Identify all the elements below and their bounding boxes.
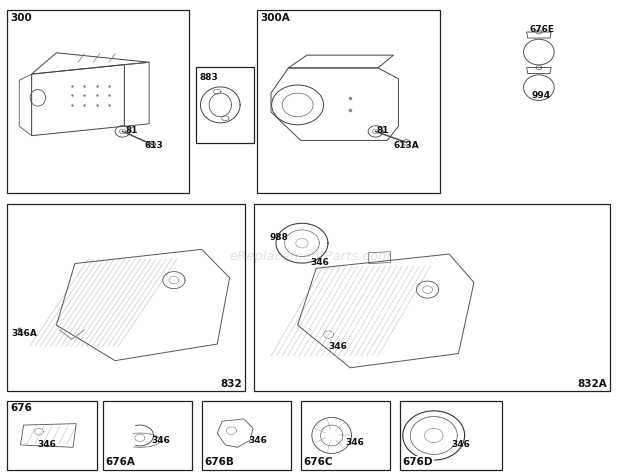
- Text: eReplacementParts.com: eReplacementParts.com: [229, 250, 391, 263]
- Bar: [7, 10, 189, 192]
- Text: 613A: 613A: [394, 141, 419, 150]
- Bar: [301, 401, 391, 470]
- Text: 346: 346: [151, 436, 170, 445]
- Text: 988: 988: [270, 233, 289, 242]
- Bar: [103, 401, 192, 470]
- Text: 676B: 676B: [205, 457, 235, 467]
- Text: 883: 883: [200, 73, 219, 82]
- Bar: [202, 401, 291, 470]
- Text: 346: 346: [38, 440, 56, 449]
- Text: 81: 81: [126, 126, 138, 135]
- Text: 81: 81: [377, 126, 389, 135]
- Bar: [7, 204, 245, 391]
- Text: 346: 346: [310, 257, 329, 266]
- Text: 346: 346: [248, 436, 267, 445]
- Text: 676C: 676C: [304, 457, 334, 467]
- Text: 300: 300: [10, 12, 32, 22]
- Text: 676: 676: [10, 403, 32, 413]
- Text: 832A: 832A: [577, 379, 607, 389]
- Text: 346: 346: [345, 437, 364, 446]
- Bar: [195, 67, 254, 143]
- Bar: [254, 204, 610, 391]
- Text: 346A: 346A: [12, 329, 38, 338]
- Bar: [7, 401, 97, 470]
- Text: 346: 346: [451, 440, 470, 449]
- Text: 613: 613: [144, 141, 163, 150]
- Text: 676A: 676A: [106, 457, 136, 467]
- Text: 300A: 300A: [260, 12, 290, 22]
- Text: 676E: 676E: [529, 25, 555, 34]
- Text: 346: 346: [329, 342, 347, 351]
- Text: 832: 832: [220, 379, 242, 389]
- Text: 676D: 676D: [403, 457, 433, 467]
- Text: 994: 994: [531, 91, 551, 100]
- Bar: [400, 401, 502, 470]
- Bar: [257, 10, 440, 192]
